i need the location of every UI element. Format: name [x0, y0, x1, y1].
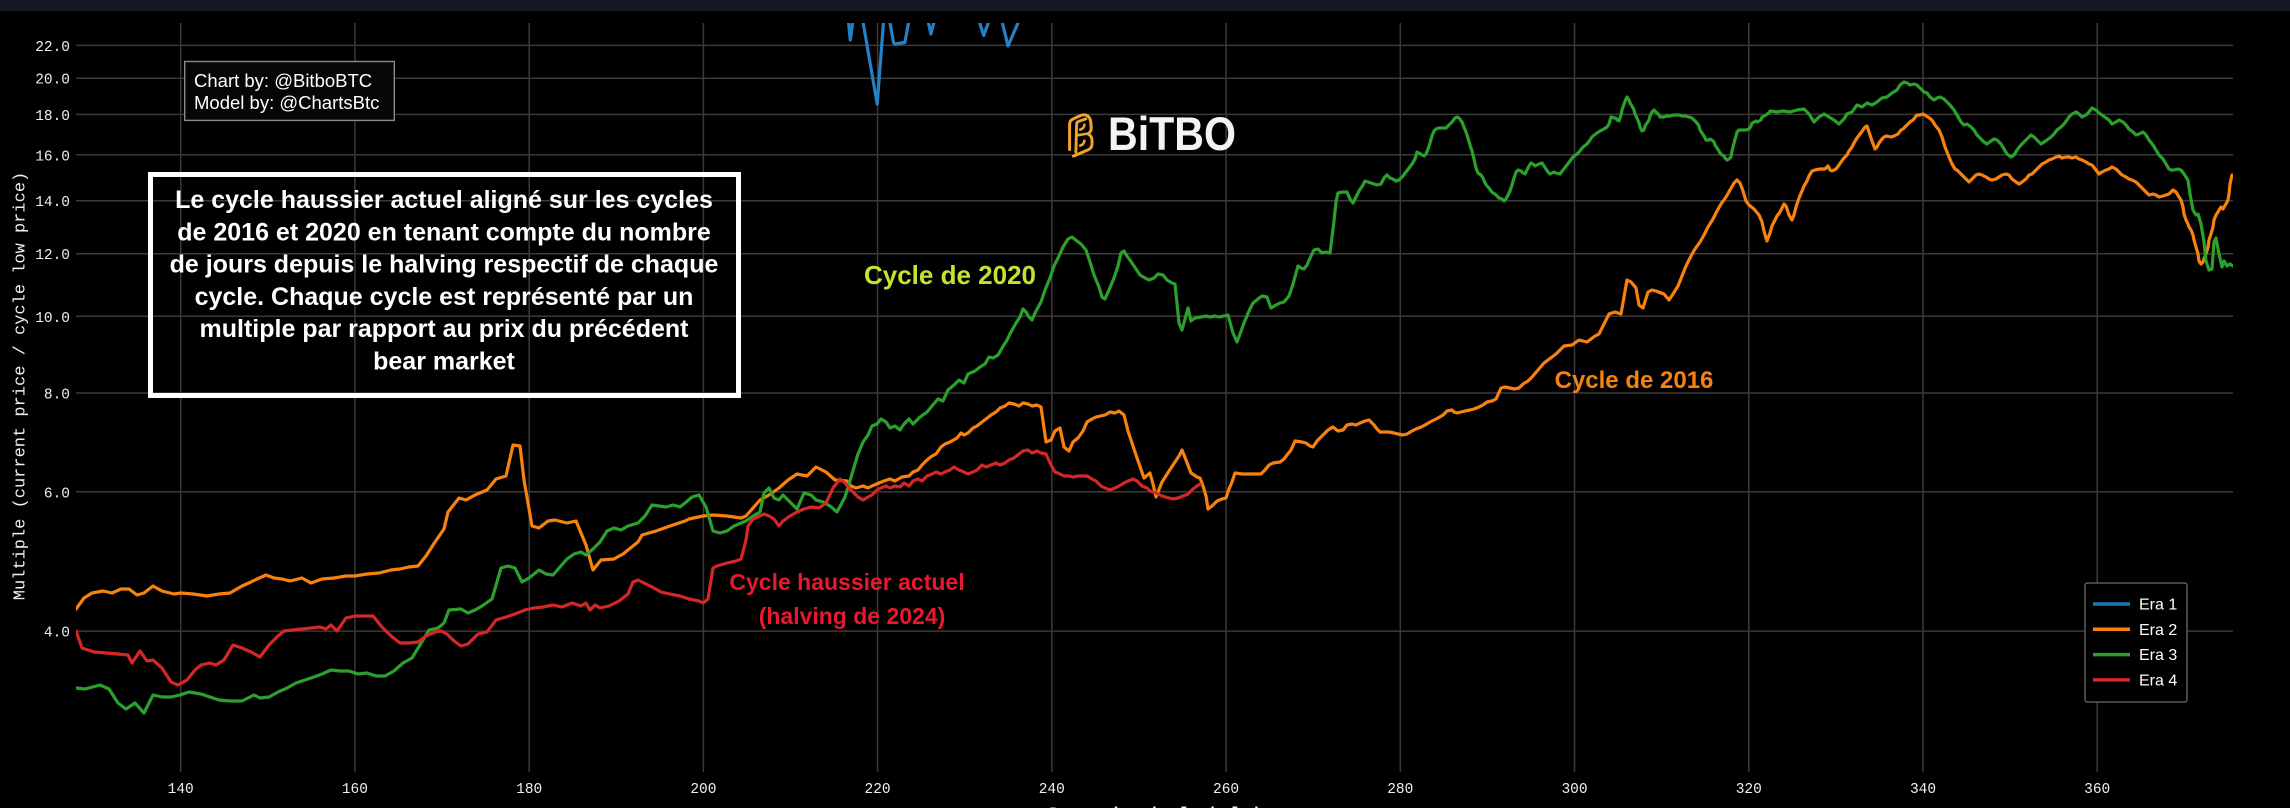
svg-text:140: 140 — [168, 782, 194, 798]
svg-text:Chart by: @BitboBTC: Chart by: @BitboBTC — [194, 70, 372, 91]
svg-text:14.0: 14.0 — [35, 195, 70, 211]
svg-text:BiTBO: BiTBO — [1108, 107, 1236, 160]
svg-text:260: 260 — [1213, 782, 1239, 798]
svg-text:multiple par rapport au prix d: multiple par rapport au prix du précéden… — [200, 315, 690, 343]
svg-text:(halving de 2024): (halving de 2024) — [759, 603, 946, 629]
svg-text:8.0: 8.0 — [44, 388, 70, 404]
svg-text:Era 1: Era 1 — [2139, 597, 2177, 614]
svg-text:6.0: 6.0 — [44, 486, 70, 502]
svg-text:180: 180 — [516, 782, 542, 798]
svg-text:bear market: bear market — [373, 348, 515, 376]
svg-text:Le cycle haussier actuel align: Le cycle haussier actuel aligné sur les … — [175, 186, 713, 214]
svg-text:Cycle haussier actuel: Cycle haussier actuel — [729, 569, 964, 595]
svg-text:16.0: 16.0 — [35, 149, 70, 165]
svg-text:12.0: 12.0 — [35, 248, 70, 264]
svg-text:Era 2: Era 2 — [2139, 622, 2177, 639]
svg-text:160: 160 — [342, 782, 368, 798]
svg-text:4.0: 4.0 — [44, 626, 70, 642]
svg-text:20.0: 20.0 — [35, 73, 70, 89]
svg-text:Jours depuis le halving: Jours depuis le halving — [1047, 806, 1282, 808]
svg-text:Cycle de 2016: Cycle de 2016 — [1555, 367, 1714, 394]
svg-text:Cycle de 2020: Cycle de 2020 — [864, 260, 1036, 290]
svg-text:de 2016 et 2020 en tenant comp: de 2016 et 2020 en tenant compte du nomb… — [177, 218, 711, 246]
svg-text:cycle. Chaque cycle est représ: cycle. Chaque cycle est représenté par u… — [195, 283, 694, 311]
svg-text:280: 280 — [1387, 782, 1413, 798]
svg-text:Multiple (current price / cycl: Multiple (current price / cycle low pric… — [12, 172, 31, 600]
svg-text:360: 360 — [2084, 782, 2110, 798]
svg-text:18.0: 18.0 — [35, 109, 70, 125]
svg-text:de jours depuis le halving res: de jours depuis le halving respectif de … — [170, 251, 719, 279]
svg-text:200: 200 — [690, 782, 716, 798]
svg-text:22.0: 22.0 — [35, 40, 70, 56]
svg-text:10.0: 10.0 — [35, 311, 70, 327]
svg-text:Era 4: Era 4 — [2139, 672, 2177, 689]
svg-text:300: 300 — [1561, 782, 1587, 798]
svg-text:Model by: @ChartsBtc: Model by: @ChartsBtc — [194, 92, 379, 113]
svg-text:220: 220 — [865, 782, 891, 798]
svg-text:240: 240 — [1039, 782, 1065, 798]
svg-text:340: 340 — [1910, 782, 1936, 798]
svg-text:320: 320 — [1736, 782, 1762, 798]
svg-text:Era 3: Era 3 — [2139, 647, 2177, 664]
